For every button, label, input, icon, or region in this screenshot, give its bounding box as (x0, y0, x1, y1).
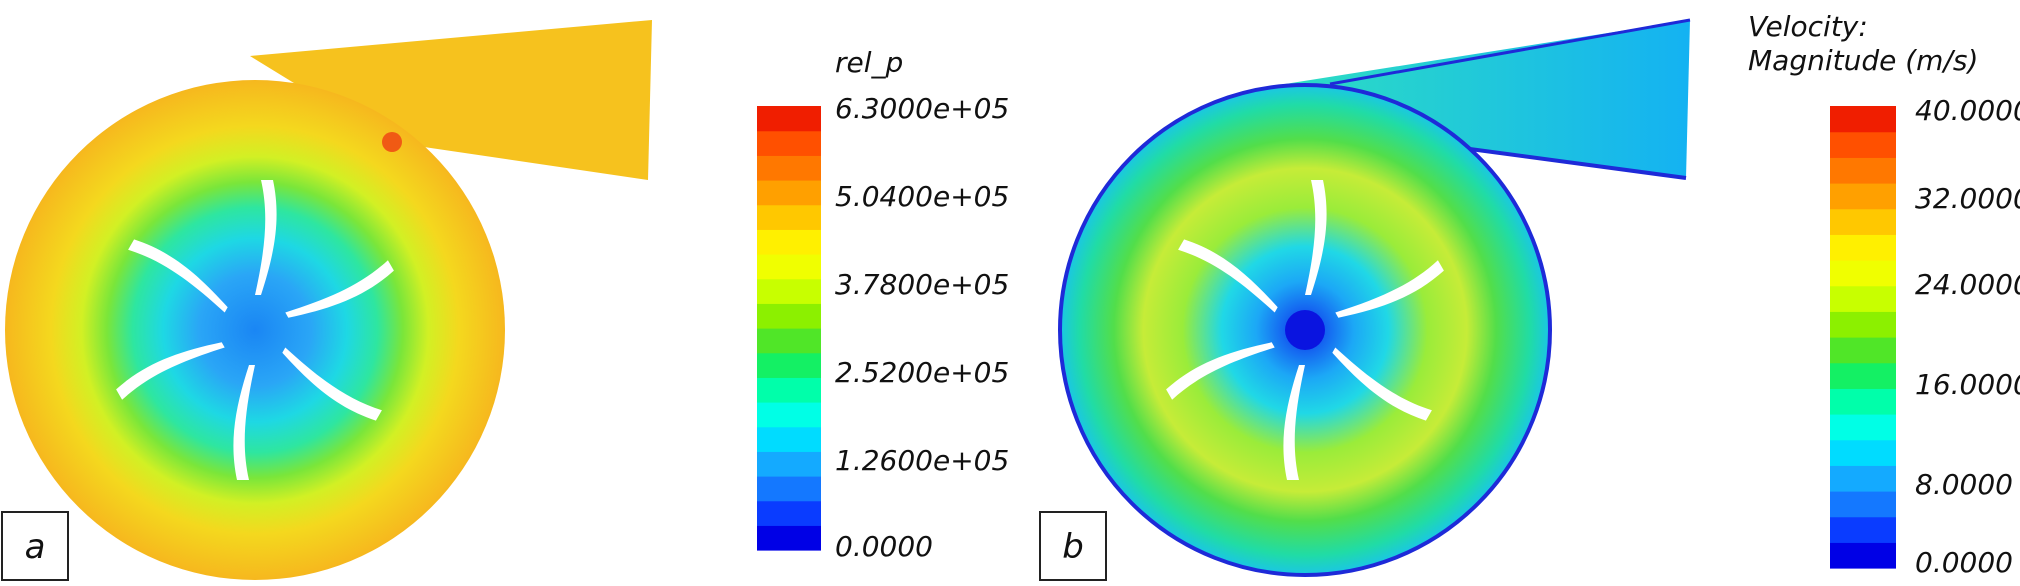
colorbar-b-band-14 (1830, 183, 1896, 210)
tick-label-a-0: 6.3000e+05 (835, 92, 1009, 125)
tick-label-b-3: 16.0000 (1915, 368, 2020, 401)
panel-letter-a: a (25, 527, 46, 567)
colorbar-a-band-12 (757, 229, 821, 255)
tick-label-b-4: 8.0000 (1915, 468, 2013, 501)
colorbar-a-band-6 (757, 377, 821, 403)
colorbar-a-band-2 (757, 476, 821, 502)
colorbar-b-band-5 (1830, 414, 1896, 441)
colorbar-a-band-1 (757, 500, 821, 526)
panel-letter-b: b (1062, 527, 1084, 567)
panel-label-box-b (1039, 511, 1107, 581)
colorbar-b-band-12 (1830, 234, 1896, 261)
tick-label-b-1: 32.0000 (1915, 182, 2020, 215)
panel-b-velocity-contour (1058, 18, 1691, 577)
colorbar-b-band-2 (1830, 491, 1896, 518)
colorbar-a-band-13 (757, 204, 821, 230)
colorbar-a-band-14 (757, 180, 821, 206)
colorbar-a (757, 106, 821, 551)
colorbar-a-band-15 (757, 155, 821, 181)
colorbar-b-band-9 (1830, 311, 1896, 338)
colorbar-b-band-0 (1830, 542, 1896, 569)
colorbar-b (1830, 106, 1896, 569)
colorbar-a-band-11 (757, 254, 821, 280)
tick-label-a-5: 0.0000 (835, 530, 933, 563)
panel-label-box-a (1, 511, 69, 581)
colorbar-a-band-9 (757, 303, 821, 329)
colorbar-b-band-4 (1830, 439, 1896, 466)
tick-label-b-0: 40.0000 (1915, 94, 2020, 127)
colorbar-b-band-8 (1830, 337, 1896, 364)
colorbar-b-title-line-1: Velocity: (1748, 10, 1868, 43)
colorbar-a-band-3 (757, 451, 821, 477)
colorbar-b-band-16 (1830, 131, 1896, 158)
colorbar-b-band-3 (1830, 465, 1896, 492)
colorbar-b-band-15 (1830, 157, 1896, 184)
colorbar-a-band-10 (757, 278, 821, 304)
colorbar-a-band-7 (757, 352, 821, 378)
tick-label-b-2: 24.0000 (1915, 268, 2020, 301)
colorbar-a-band-5 (757, 402, 821, 428)
tick-label-a-1: 5.0400e+05 (835, 180, 1009, 213)
colorbar-a-band-8 (757, 328, 821, 354)
panel-a-pressure-contour (5, 20, 652, 580)
tick-label-a-3: 2.5200e+05 (835, 356, 1009, 389)
colorbar-a-ticks: 6.3000e+05 5.0400e+05 3.7800e+05 2.5200e… (835, 92, 1009, 563)
colorbar-b-band-1 (1830, 516, 1896, 543)
colorbar-b-band-17 (1830, 106, 1896, 133)
colorbar-b-band-7 (1830, 362, 1896, 389)
colorbar-a-band-17 (757, 106, 821, 132)
tick-label-a-4: 1.2600e+05 (835, 444, 1009, 477)
colorbar-a-band-16 (757, 130, 821, 156)
colorbar-b-band-6 (1830, 388, 1896, 415)
colorbar-b-band-10 (1830, 285, 1896, 312)
colorbar-a-band-4 (757, 426, 821, 452)
colorbar-b-ticks: 40.0000 32.0000 24.0000 16.0000 8.0000 0… (1915, 94, 2020, 579)
tick-label-b-5: 0.0000 (1915, 546, 2013, 579)
colorbar-b-band-11 (1830, 260, 1896, 287)
colorbar-b-title-line-2: Magnitude (m/s) (1748, 44, 1978, 77)
colorbar-b-band-13 (1830, 208, 1896, 235)
colorbar-a-title: rel_p (835, 46, 903, 79)
tick-label-a-2: 3.7800e+05 (835, 268, 1009, 301)
colorbar-a-band-0 (757, 525, 821, 551)
